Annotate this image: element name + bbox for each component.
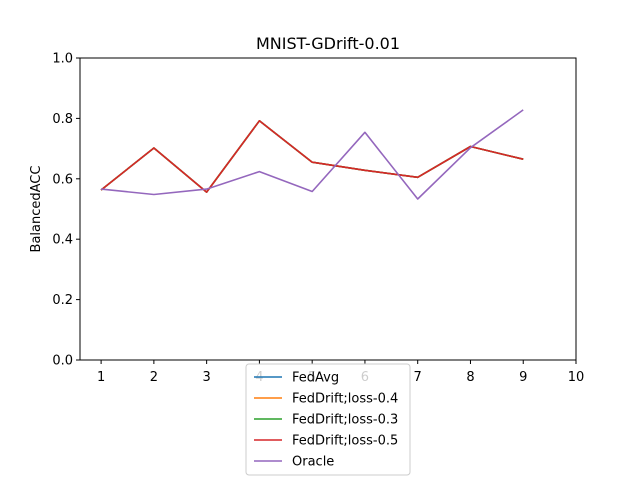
y-tick-label: 0.0: [52, 354, 73, 369]
x-tick-label: 3: [202, 370, 210, 385]
x-tick-label: 1: [97, 370, 105, 385]
legend-label: FedDrift;loss-0.3: [292, 413, 398, 428]
x-tick-label: 2: [150, 370, 158, 385]
legend-label: FedAvg: [292, 371, 339, 386]
legend-label: FedDrift;loss-0.4: [292, 392, 398, 407]
x-tick-label: 7: [414, 370, 422, 385]
plot-area-frame: [79, 57, 577, 361]
legend-label: Oracle: [292, 455, 334, 470]
y-axis: 0.0 0.2 0.4 0.6 0.8 1.0: [52, 52, 80, 369]
y-tick-label: 1.0: [52, 52, 73, 67]
x-tick-label: 8: [466, 370, 474, 385]
chart-title: MNIST-GDrift-0.01: [256, 34, 400, 53]
legend-label: FedDrift;loss-0.5: [292, 434, 398, 449]
series-lines: [100, 109, 524, 200]
y-tick-label: 0.8: [52, 112, 73, 127]
series-line-oracle: [101, 109, 524, 200]
y-tick-label: 0.4: [52, 233, 73, 248]
legend-box: [245, 363, 411, 476]
legend: FedAvg FedDrift;loss-0.4 FedDrift;loss-0.3…: [245, 363, 411, 476]
x-tick-label: 10: [568, 370, 585, 385]
series-line-feddrift-loss-0-5: [100, 120, 524, 193]
y-tick-label: 0.6: [52, 172, 73, 187]
y-axis-label: BalancedACC: [29, 166, 44, 253]
y-tick-label: 0.2: [52, 293, 73, 308]
x-tick-label: 9: [519, 370, 527, 385]
